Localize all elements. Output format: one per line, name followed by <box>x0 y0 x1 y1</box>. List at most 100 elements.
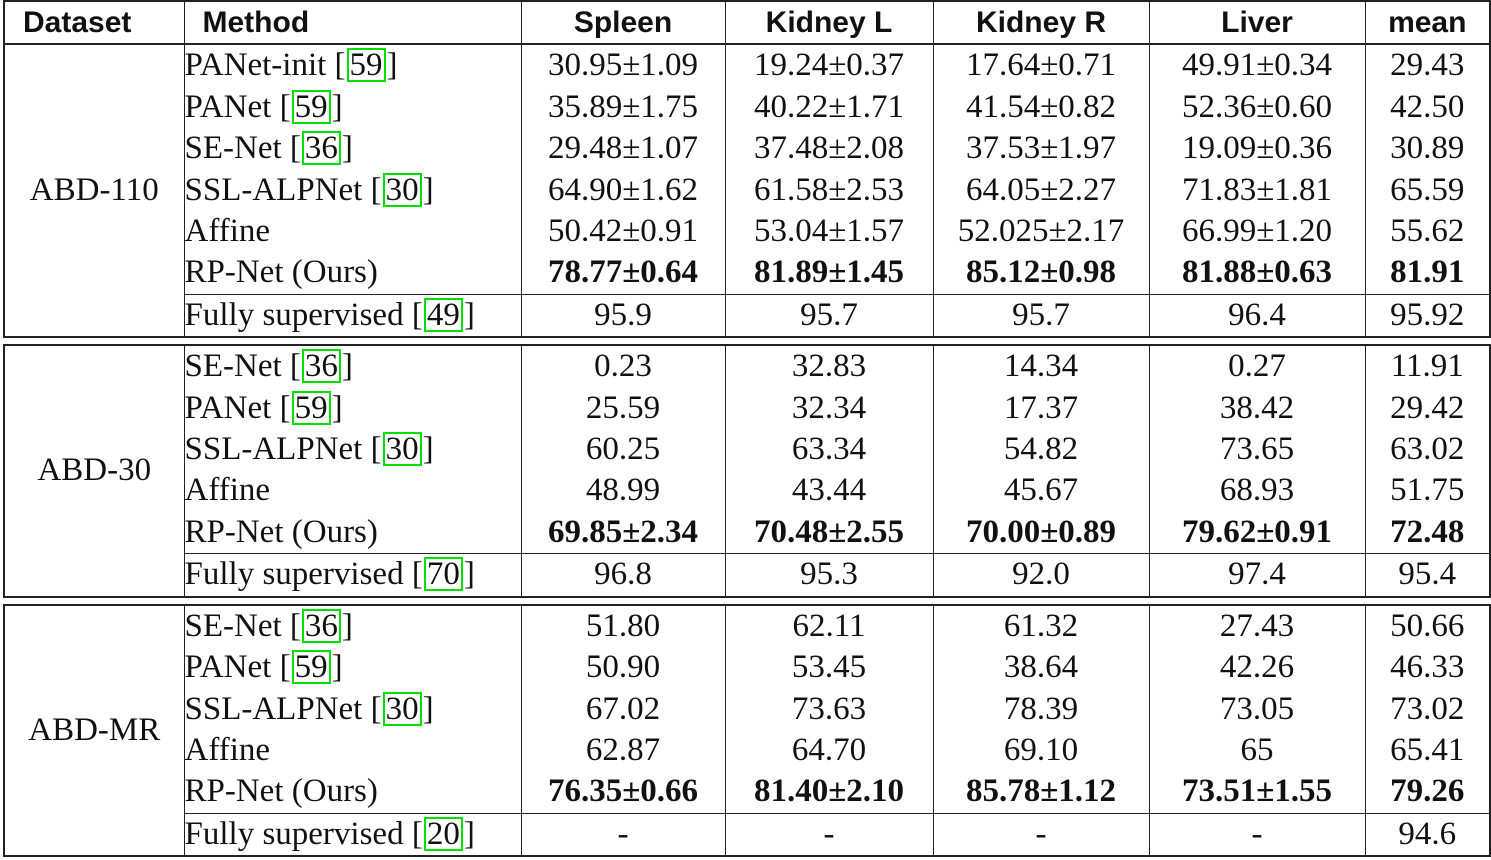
value-cell-kidney-l: 70.48±2.55 <box>725 511 934 554</box>
citation-link[interactable]: 36 <box>301 349 341 384</box>
value-cell-liver: 38.42 <box>1149 387 1366 430</box>
dataset-cell: ABD-MR <box>3 603 185 858</box>
citation-link[interactable]: 59 <box>346 48 386 83</box>
group-spacer <box>4 597 1490 605</box>
value-cell-kidney-r: 45.67 <box>933 470 1150 512</box>
method-name: Affine <box>184 213 271 250</box>
value-cell-kidney-l: 62.11 <box>725 603 934 648</box>
value-cell-spleen: 62.87 <box>521 729 726 772</box>
dataset-cell: ABD-110 <box>3 44 185 339</box>
method-cell: PANet [59] <box>184 387 522 430</box>
value-cell-spleen: 35.89±1.75 <box>521 86 726 129</box>
value-cell-liver: 0.27 <box>1149 344 1366 388</box>
value-cell-mean: 94.6 <box>1365 812 1491 858</box>
table-row-affine: Affine 48.99 43.44 45.67 68.93 51.75 <box>4 470 1491 512</box>
value-cell-kidney-l: 53.04±1.57 <box>725 211 934 253</box>
method-name: SE-Net <box>184 348 282 385</box>
value-cell-kidney-l: 53.45 <box>725 647 934 689</box>
value-cell-mean: 50.66 <box>1365 603 1491 648</box>
value-cell-mean: 81.91 <box>1365 252 1491 295</box>
method-name: RP-Net (Ours) <box>184 773 378 810</box>
citation-link[interactable]: 49 <box>423 297 463 332</box>
method-cell: PANet [59] <box>184 647 522 689</box>
value-cell-mean: 95.92 <box>1365 293 1491 339</box>
method-cell: SSL-ALPNet [30] <box>184 169 522 212</box>
method-cell: Affine <box>184 211 522 253</box>
value-cell-spleen: 67.02 <box>521 688 726 730</box>
value-cell-liver: 49.91±0.34 <box>1149 44 1366 87</box>
value-cell-kidney-l: 81.40±2.10 <box>725 771 934 814</box>
citation-link[interactable]: 70 <box>423 557 463 592</box>
citation-link[interactable]: 59 <box>291 390 331 425</box>
value-cell-kidney-l: 43.44 <box>725 470 934 512</box>
citation-link[interactable]: 30 <box>382 691 422 726</box>
method-name: SSL-ALPNet <box>184 171 363 208</box>
value-cell-liver: 73.51±1.55 <box>1149 771 1366 814</box>
method-name: SSL-ALPNet <box>184 690 363 727</box>
method-cell: SE-Net [36] <box>184 128 522 170</box>
table-row-rp-net-ours: RP-Net (Ours) 76.35±0.66 81.40±2.10 85.78±1… <box>4 771 1491 814</box>
table-row-ssl-alpnet: SSL-ALPNet [30] 60.25 63.34 54.82 73.65 63.02 <box>4 429 1491 471</box>
citation-link[interactable]: 36 <box>301 131 341 166</box>
table-row-fully-supervised: Fully supervised [20] - - - -94.6 <box>4 812 1491 858</box>
value-cell-kidney-r: 54.82 <box>933 429 1150 471</box>
value-cell-kidney-r: 85.78±1.12 <box>933 771 1150 814</box>
table-row-rp-net-ours: RP-Net (Ours) 78.77±0.64 81.89±1.45 85.12±0… <box>4 252 1491 295</box>
citation-link[interactable]: 30 <box>382 432 422 467</box>
value-cell-liver: 73.05 <box>1149 688 1366 730</box>
header-liver: Liver <box>1149 0 1366 46</box>
table-row-affine: Affine 62.87 64.70 69.10 65 65.41 <box>4 729 1491 772</box>
value-cell-spleen: 96.8 <box>521 553 726 598</box>
method-name: PANet <box>184 389 272 426</box>
value-cell-mean: 11.91 <box>1365 344 1491 388</box>
value-cell-liver: 65 <box>1149 729 1366 772</box>
method-cell: Fully supervised [49] <box>184 293 522 339</box>
citation-link[interactable]: 59 <box>291 89 331 124</box>
value-cell-spleen: 78.77±0.64 <box>521 252 726 295</box>
value-cell-mean: 63.02 <box>1365 429 1491 471</box>
value-cell-liver: 52.36±0.60 <box>1149 86 1366 129</box>
header-row: Dataset Method Spleen Kidney L Kidney R … <box>3 0 1491 46</box>
table-row-ssl-alpnet: SSL-ALPNet [30] 67.02 73.63 78.39 73.05 73.02 <box>4 688 1491 730</box>
value-cell-mean: 51.75 <box>1365 470 1491 512</box>
value-cell-kidney-l: 73.63 <box>725 688 934 730</box>
value-cell-liver: 96.4 <box>1149 293 1366 339</box>
method-cell: SE-Net [36] <box>184 603 522 648</box>
method-cell: RP-Net (Ours) <box>184 511 522 554</box>
method-name: RP-Net (Ours) <box>184 254 378 291</box>
table-row-panet: PANet [59] 35.89±1.75 40.22±1.71 41.54±0.82… <box>4 86 1491 129</box>
citation-link[interactable]: 20 <box>423 816 463 851</box>
citation-link[interactable]: 36 <box>301 608 341 643</box>
value-cell-kidney-l: 37.48±2.08 <box>725 128 934 170</box>
value-cell-kidney-r: 61.32 <box>933 603 1150 648</box>
value-cell-spleen: 50.90 <box>521 647 726 689</box>
value-cell-kidney-r: 17.64±0.71 <box>933 44 1150 87</box>
method-name: Fully supervised <box>184 296 404 333</box>
value-cell-kidney-r: 37.53±1.97 <box>933 128 1150 170</box>
value-cell-mean: 95.4 <box>1365 553 1491 598</box>
value-cell-kidney-r: 85.12±0.98 <box>933 252 1150 295</box>
method-name: PANet <box>184 649 272 686</box>
method-cell: PANet-init [59] <box>184 44 522 87</box>
method-cell: Affine <box>184 729 522 772</box>
value-cell-spleen: 95.9 <box>521 293 726 339</box>
value-cell-kidney-r: 17.37 <box>933 387 1150 430</box>
citation-link[interactable]: 59 <box>291 650 331 685</box>
value-cell-mean: 30.89 <box>1365 128 1491 170</box>
value-cell-mean: 46.33 <box>1365 647 1491 689</box>
method-name: Affine <box>184 472 271 509</box>
header-dataset: Dataset <box>3 0 185 46</box>
value-cell-liver: 81.88±0.63 <box>1149 252 1366 295</box>
value-cell-liver: 73.65 <box>1149 429 1366 471</box>
table-row-rp-net-ours: RP-Net (Ours) 69.85±2.34 70.48±2.55 70.00±0… <box>4 511 1491 554</box>
value-cell-kidney-r: 69.10 <box>933 729 1150 772</box>
header-spleen: Spleen <box>521 0 726 46</box>
value-cell-spleen: 69.85±2.34 <box>521 511 726 554</box>
value-cell-kidney-l: - <box>725 812 934 858</box>
value-cell-kidney-l: 64.70 <box>725 729 934 772</box>
value-cell-mean: 29.43 <box>1365 44 1491 87</box>
value-cell-kidney-l: 32.83 <box>725 344 934 388</box>
method-name: PANet <box>184 88 272 125</box>
value-cell-kidney-r: - <box>933 812 1150 858</box>
citation-link[interactable]: 30 <box>382 172 422 207</box>
